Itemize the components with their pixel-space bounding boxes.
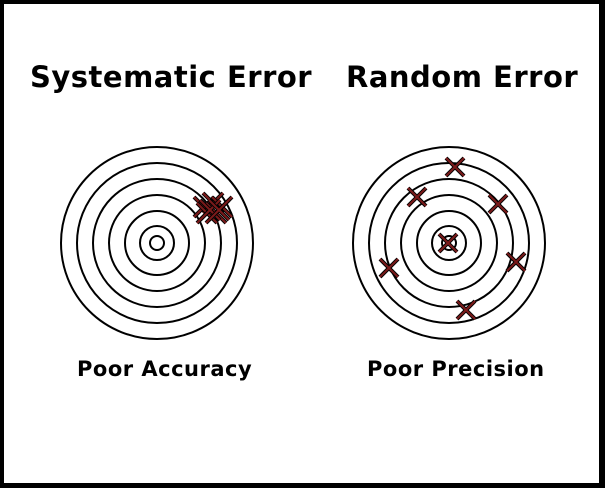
random-ring-1 <box>352 146 546 340</box>
random-mark-2 <box>406 186 428 208</box>
random-mark-4 <box>437 232 459 254</box>
random-ring-4 <box>400 194 498 292</box>
systematic-error-title: Systematic Error <box>30 60 313 94</box>
random-ring-5 <box>416 210 482 276</box>
systematic-ring-4 <box>108 194 206 292</box>
random-mark-5 <box>378 257 400 279</box>
random-mark-6 <box>505 251 527 273</box>
random-mark-1 <box>444 156 466 178</box>
random-ring-3 <box>384 178 514 308</box>
systematic-error-target <box>60 146 254 340</box>
systematic-ring-1 <box>60 146 254 340</box>
random-error-title: Random Error <box>346 60 579 94</box>
random-ring-7 <box>441 235 457 251</box>
random-error-target <box>352 146 546 340</box>
systematic-ring-6 <box>139 225 175 261</box>
systematic-ring-7 <box>149 235 165 251</box>
systematic-ring-5 <box>124 210 190 276</box>
poor-accuracy-caption: Poor Accuracy <box>77 357 253 381</box>
diagram-canvas <box>4 4 599 483</box>
systematic-ring-2 <box>76 162 238 324</box>
systematic-ring-3 <box>92 178 222 308</box>
random-mark-7 <box>455 299 477 321</box>
random-mark-3 <box>487 193 509 215</box>
random-ring-6 <box>431 225 467 261</box>
poor-precision-caption: Poor Precision <box>367 357 545 381</box>
systematic-mark-6 <box>198 198 222 222</box>
systematic-mark-7 <box>207 198 231 222</box>
